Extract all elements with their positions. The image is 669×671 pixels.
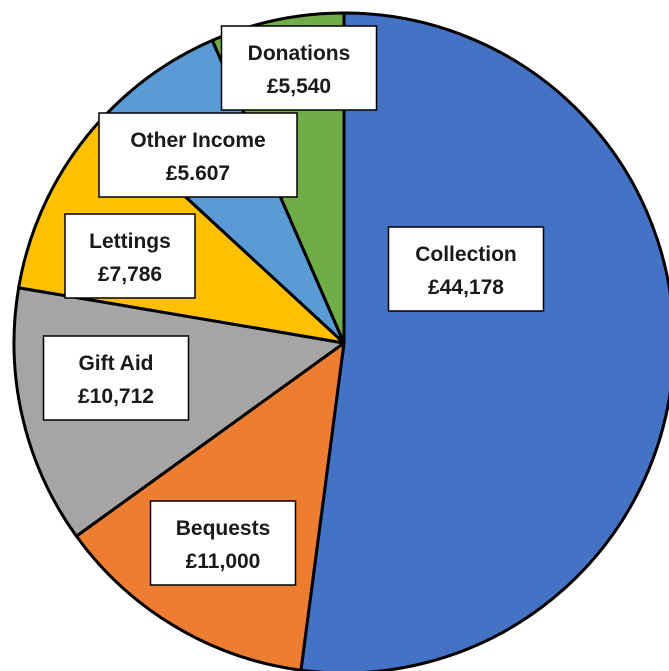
data-label-gift-aid: Gift Aid £10,712 [42,335,190,421]
data-label-value: £5,540 [267,75,331,98]
data-label-box [220,25,378,111]
data-label-box [387,226,545,312]
pie-labels: Collection £44,178 Bequests £11,000 Gift Aid… [42,25,545,586]
data-label-category: Bequests [176,517,271,540]
data-label-donations: Donations £5,540 [220,25,378,111]
data-label-other-income: Other Income £5.607 [98,112,298,198]
data-label-value: £44,178 [428,276,504,299]
data-label-bequests: Bequests £11,000 [149,500,297,586]
data-label-category: Lettings [89,230,171,253]
data-label-category: Collection [415,243,517,266]
pie-slice-collection [299,11,669,671]
data-label-category: Gift Aid [78,352,153,375]
data-label-value: £11,000 [186,550,261,573]
data-label-value: £5.607 [166,162,230,185]
data-label-value: £10,712 [78,385,154,408]
data-label-box [149,500,297,586]
data-label-category: Donations [248,42,351,65]
data-label-collection: Collection £44,178 [387,226,545,312]
data-label-box [98,112,298,198]
data-label-category: Other Income [130,129,265,152]
data-label-lettings: Lettings £7,786 [64,213,196,299]
data-label-value: £7,786 [98,263,162,286]
data-label-box [42,335,190,421]
data-label-box [64,213,196,299]
